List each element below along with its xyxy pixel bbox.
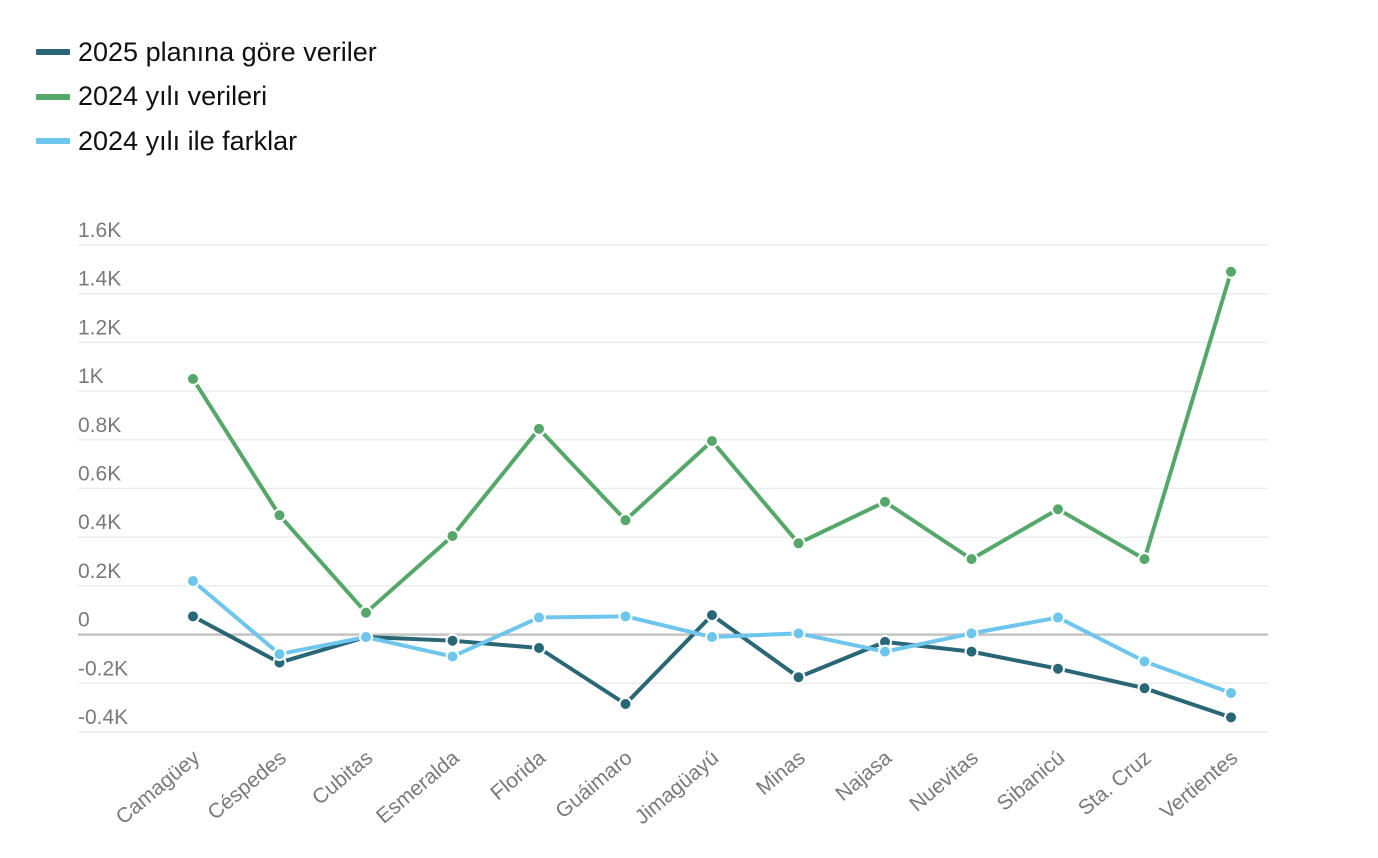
legend-item-series-1[interactable]: 2025 planına göre veriler [36, 30, 377, 75]
data-point[interactable] [878, 644, 892, 659]
legend-item-series-3[interactable]: 2024 yılı ile farklar [36, 119, 377, 164]
legend-label-series-2: 2024 yılı verileri [78, 81, 268, 112]
data-point[interactable] [618, 609, 633, 624]
x-tick-label: Cubitas [308, 746, 377, 809]
legend-label-series-3: 2024 yılı ile farklar [78, 125, 298, 156]
data-point[interactable] [1051, 661, 1065, 676]
data-point[interactable] [359, 605, 373, 620]
data-point[interactable] [878, 494, 892, 509]
data-point[interactable] [272, 508, 287, 523]
series-lines [186, 264, 1238, 725]
data-point[interactable] [1051, 502, 1065, 517]
y-tick-label: -0.2K [78, 657, 128, 680]
y-tick-label: 0.2K [78, 560, 121, 583]
data-point[interactable] [618, 513, 633, 528]
y-tick-label: 1K [78, 365, 104, 388]
data-point[interactable] [532, 610, 546, 625]
x-tick-label: Sibanicú [993, 746, 1069, 815]
series-3 [186, 574, 1238, 701]
series-2 [186, 264, 1238, 620]
x-tick-label: Minas [752, 746, 810, 800]
data-point[interactable] [359, 630, 373, 645]
legend-swatch-series-2 [36, 93, 70, 100]
x-tick-label: Vertientes [1156, 746, 1242, 824]
data-point[interactable] [791, 536, 806, 551]
legend-item-series-2[interactable]: 2024 yılı verileri [36, 75, 377, 120]
y-tick-label: 0.4K [78, 511, 121, 534]
data-point[interactable] [1224, 710, 1238, 725]
x-tick-label: Guáimaro [551, 746, 636, 823]
y-tick-label: -0.4K [78, 706, 128, 729]
x-tick-label: Jimagüayú [631, 746, 724, 829]
legend: 2025 planına göre veriler 2024 yılı veri… [36, 30, 377, 164]
y-tick-label: 0.8K [78, 414, 121, 437]
data-point[interactable] [1137, 681, 1152, 696]
x-tick-label: Najasa [831, 746, 896, 806]
data-point[interactable] [445, 528, 460, 543]
data-point[interactable] [186, 574, 200, 589]
data-point[interactable] [186, 371, 200, 386]
data-point[interactable] [186, 609, 200, 624]
y-tick-label: 0.6K [78, 463, 121, 486]
legend-swatch-series-1 [36, 49, 70, 56]
y-tick-label: 1.2K [78, 316, 121, 339]
x-tick-label: Esmeralda [372, 746, 464, 828]
y-axis-ticks: 1.6K 1.4K 1.2K 1K 0.8K 0.6K 0.4K 0.2K 0 -0.2K -0.4… [78, 219, 128, 729]
data-point[interactable] [532, 421, 546, 436]
legend-swatch-series-3 [36, 138, 70, 145]
data-point[interactable] [964, 644, 979, 659]
x-tick-label: Céspedes [203, 746, 290, 824]
data-point[interactable] [1137, 552, 1152, 567]
data-point[interactable] [1224, 264, 1238, 279]
data-point[interactable] [445, 633, 460, 648]
data-point[interactable] [791, 626, 806, 641]
data-point[interactable] [705, 630, 719, 645]
data-point[interactable] [618, 696, 633, 711]
gridlines [78, 244, 1268, 733]
x-tick-label: Camagüey [112, 746, 205, 829]
data-point[interactable] [445, 649, 460, 664]
data-point[interactable] [1224, 686, 1238, 701]
data-point[interactable] [791, 670, 806, 685]
x-tick-label: Sta. Cruz [1074, 746, 1156, 820]
x-tick-label: Nuevitas [905, 746, 982, 816]
data-point[interactable] [964, 626, 979, 641]
data-point[interactable] [964, 552, 979, 567]
data-point[interactable] [272, 647, 287, 662]
data-point[interactable] [1137, 654, 1152, 669]
data-point[interactable] [705, 608, 719, 623]
y-tick-label: 0 [78, 609, 90, 632]
y-tick-label: 1.6K [78, 219, 121, 242]
x-tick-label: Florida [486, 746, 550, 805]
data-point[interactable] [1051, 610, 1065, 625]
data-point[interactable] [705, 434, 719, 449]
y-tick-label: 1.4K [78, 268, 121, 291]
data-point[interactable] [532, 640, 546, 655]
legend-label-series-1: 2025 planına göre veriler [78, 36, 377, 67]
